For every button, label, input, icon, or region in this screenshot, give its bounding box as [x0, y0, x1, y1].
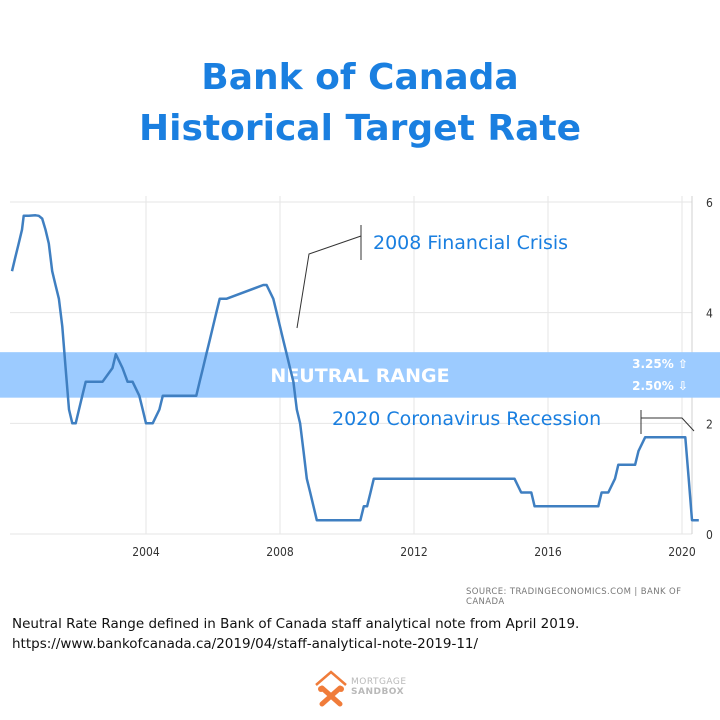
neutral-lower-label: 2.50% ⇩	[632, 379, 688, 393]
y-tick-6: 6	[706, 196, 713, 210]
x-tick-2012: 2012	[400, 545, 427, 559]
series-line-0	[10, 214, 699, 522]
y-axis-ticks: 0 2 4 6	[706, 196, 713, 542]
rate-chart: NEUTRAL RANGE 3.25% ⇧ 2.50% ⇩ 2004 2008 20…	[0, 196, 720, 559]
neutral-range-label: NEUTRAL RANGE	[270, 365, 449, 387]
rate-line	[10, 214, 699, 522]
y-tick-4: 4	[706, 307, 713, 321]
covid-callout-line	[640, 410, 695, 434]
chart-title-line1: Bank of Canada	[201, 57, 519, 98]
chart-title-line2: Historical Target Rate	[139, 108, 581, 149]
y-tick-0: 0	[706, 528, 713, 542]
x-tick-2004: 2004	[132, 545, 160, 559]
horizontal-grid	[10, 196, 693, 535]
covid-annotation: 2020 Coronavirus Recession	[332, 408, 601, 430]
footnote-url: https://www.bankofcanada.ca/2019/04/staf…	[12, 636, 479, 652]
x-tick-2008: 2008	[266, 545, 294, 559]
logo-text-sandbox: SANDBOX	[351, 687, 405, 697]
footnote-line1: Neutral Rate Range defined in Bank of Ca…	[12, 616, 580, 632]
y-tick-2: 2	[706, 417, 713, 431]
neutral-upper-label: 3.25% ⇧	[632, 357, 688, 371]
crisis-callout-line	[296, 225, 362, 329]
logo-text-mortgage: MORTGAGE	[351, 677, 407, 687]
x-tick-2020: 2020	[668, 545, 696, 559]
x-tick-2016: 2016	[534, 545, 562, 559]
crisis-annotation: 2008 Financial Crisis	[373, 232, 568, 254]
footnote: Neutral Rate Range defined in Bank of Ca…	[12, 614, 712, 654]
x-axis-ticks: 2004 2008 2012 2016 2020	[132, 545, 696, 559]
mortgage-sandbox-logo-icon	[315, 670, 347, 707]
mortgage-sandbox-logo: MORTGAGE SANDBOX	[313, 665, 423, 709]
source-credit: SOURCE: TRADINGECONOMICS.COM | BANK OF C…	[466, 587, 682, 607]
neutral-range-band	[0, 352, 720, 398]
